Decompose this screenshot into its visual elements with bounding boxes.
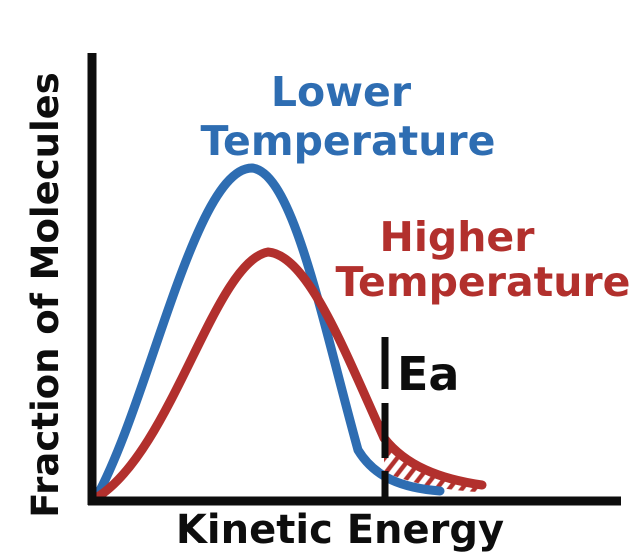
y-axis-title: Fraction of Molecules	[24, 72, 67, 518]
lower-temperature-curve	[91, 163, 445, 503]
higher-temperature-label-line2: Temperature	[336, 258, 631, 306]
x-axis-title: Kinetic Energy	[176, 507, 504, 553]
higher-temperature-label-line1: Higher	[380, 213, 536, 261]
higher-temperature-curve	[91, 247, 487, 503]
lower-temperature-label-line2: Temperature	[201, 117, 496, 165]
lower-temperature-label-line1: Lower	[271, 68, 412, 116]
activation-energy-hatched-area	[384, 444, 478, 492]
activation-energy-label: Ea	[397, 347, 459, 401]
